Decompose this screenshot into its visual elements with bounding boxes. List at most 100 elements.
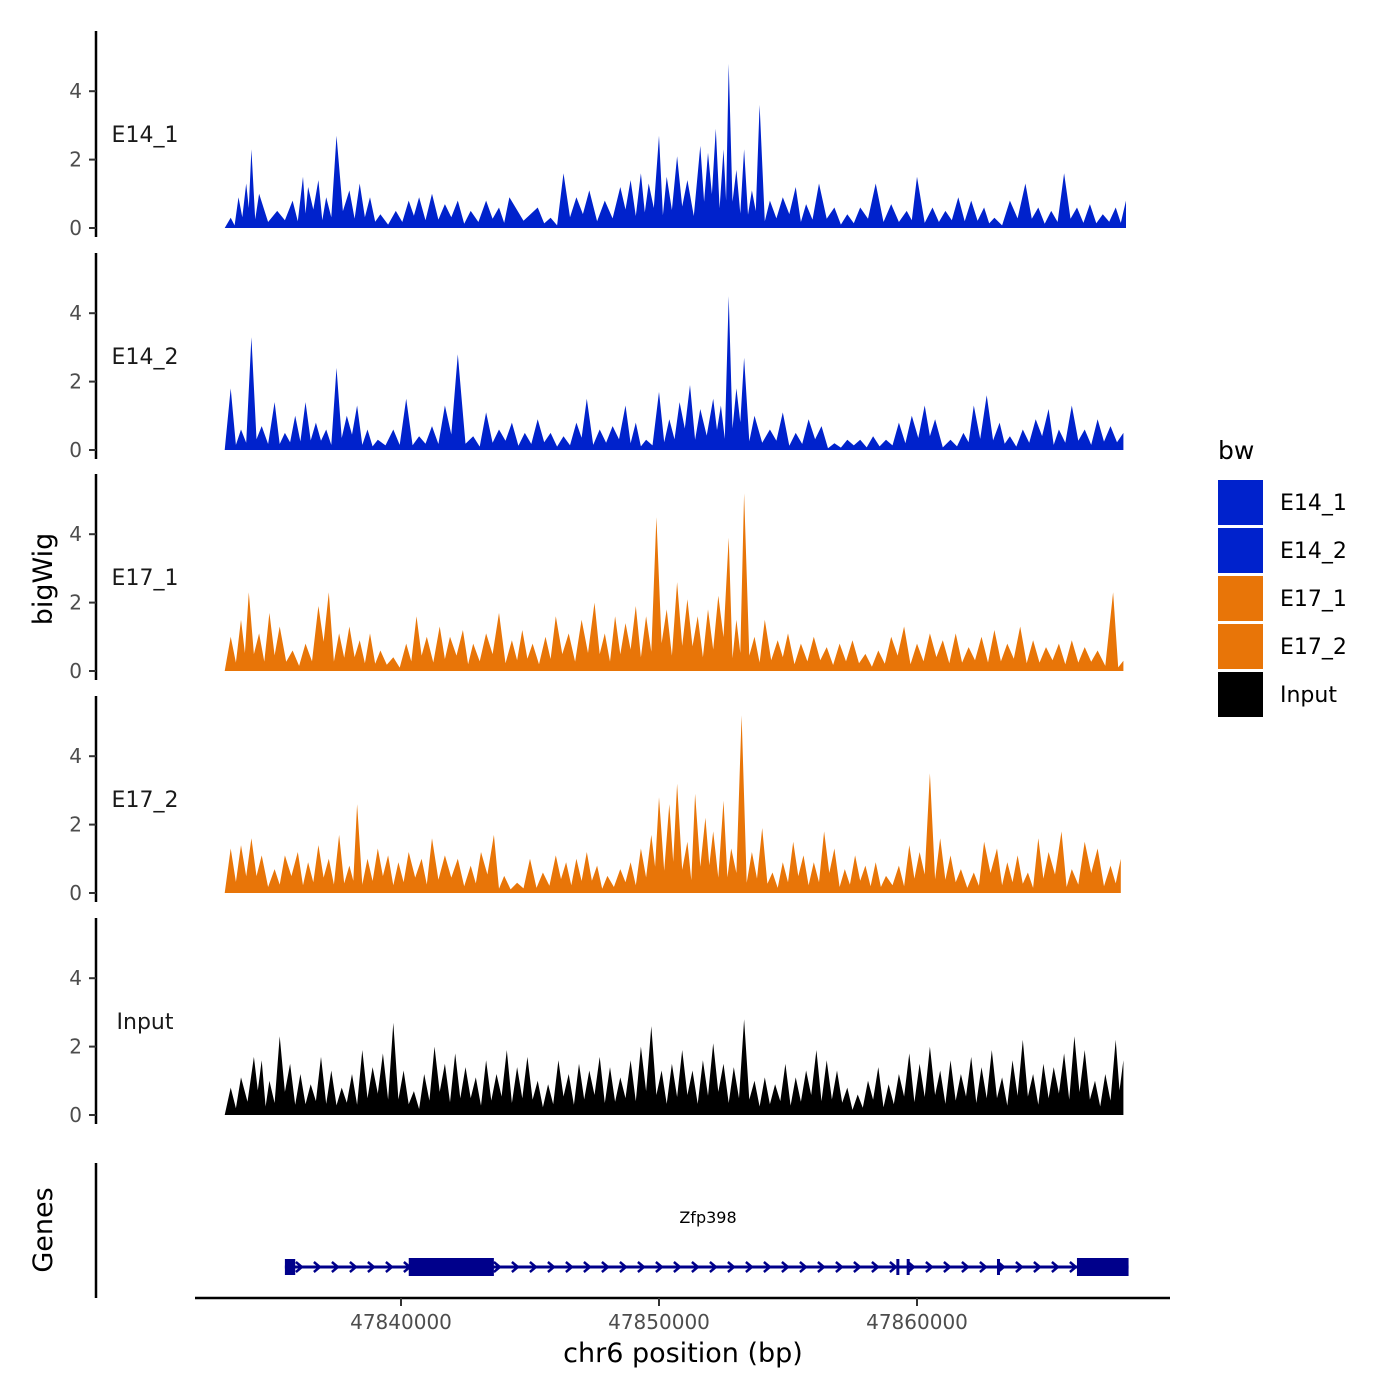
track-e14-1: 0 2 4 E14_1 <box>69 31 1126 240</box>
x-tick-label: 47840000 <box>350 1310 452 1334</box>
legend-swatch <box>1218 624 1263 669</box>
strand-arrow <box>511 1261 520 1273</box>
strand-arrow <box>655 1261 664 1273</box>
strand-arrow <box>709 1261 718 1273</box>
strand-arrow <box>961 1261 970 1273</box>
strand-arrow <box>331 1261 340 1273</box>
legend-items: E14_1 E14_2 E17_1 E17_2 Input <box>1218 480 1347 717</box>
y-tick-label: 4 <box>69 301 82 325</box>
signal-tracks: 0 2 4 E14_1 0 2 4 E14_2 0 2 4 E17_1 0 2 4 E17_2 0 2 4 Input <box>69 31 1126 1127</box>
x-axis: 47840000 47850000 47860000 chr6 position (… <box>195 1296 1170 1369</box>
strand-arrow <box>349 1261 358 1273</box>
signal-area-e17-2 <box>224 715 1121 893</box>
strand-arrow <box>1015 1261 1024 1273</box>
gene-exon <box>996 1259 1000 1275</box>
strand-arrow <box>547 1261 556 1273</box>
strand-arrow <box>1069 1261 1078 1273</box>
strand-arrow <box>799 1261 808 1273</box>
strand-arrow <box>1033 1261 1042 1273</box>
strand-arrow <box>781 1261 790 1273</box>
gene-exon <box>1076 1258 1129 1276</box>
legend-label: Input <box>1280 683 1337 708</box>
track-label: E14_1 <box>112 123 179 148</box>
gene-exon <box>408 1258 494 1276</box>
strand-arrow <box>529 1261 538 1273</box>
x-tick-label: 47860000 <box>866 1310 968 1334</box>
y-tick-label: 2 <box>69 1035 82 1059</box>
strand-arrow <box>493 1261 502 1273</box>
track-label: E14_2 <box>112 345 179 370</box>
y-tick-label: 0 <box>69 659 82 683</box>
strand-arrow <box>295 1261 304 1273</box>
y-tick-label: 0 <box>69 438 82 462</box>
strand-arrow <box>1051 1261 1060 1273</box>
legend-swatch <box>1218 576 1263 621</box>
strand-arrow <box>367 1261 376 1273</box>
y-tick-label: 0 <box>69 881 82 905</box>
track-e17-2: 0 2 4 E17_2 <box>69 696 1121 905</box>
strand-arrow <box>853 1261 862 1273</box>
track-label: Input <box>117 1010 174 1035</box>
strand-arrow <box>763 1261 772 1273</box>
legend: bw E14_1 E14_2 E17_1 E17_2 Input <box>1218 436 1347 717</box>
strand-arrow <box>583 1261 592 1273</box>
legend-swatch <box>1218 528 1263 573</box>
strand-arrow <box>925 1261 934 1273</box>
track-e14-2: 0 2 4 E14_2 <box>69 253 1124 462</box>
gene-exon <box>284 1259 296 1275</box>
strand-arrow <box>745 1261 754 1273</box>
y-tick-label: 4 <box>69 522 82 546</box>
strand-arrow <box>673 1261 682 1273</box>
y-tick-label: 4 <box>69 744 82 768</box>
strand-arrow <box>619 1261 628 1273</box>
strand-arrow <box>979 1261 988 1273</box>
strand-arrow <box>385 1261 394 1273</box>
y-tick-label: 4 <box>69 79 82 103</box>
y-axis-title: bigWig <box>28 533 59 626</box>
strand-arrow <box>889 1261 898 1273</box>
genes-track-title: Genes <box>28 1187 59 1272</box>
legend-swatch <box>1218 672 1263 717</box>
strand-arrow <box>817 1261 826 1273</box>
x-tick-label: 47850000 <box>608 1310 710 1334</box>
strand-arrow <box>691 1261 700 1273</box>
gene-exon <box>896 1259 900 1275</box>
track-e17-1: 0 2 4 E17_1 <box>69 474 1124 683</box>
signal-area-e14-2 <box>224 296 1124 450</box>
strand-arrow <box>835 1261 844 1273</box>
gene-name-label: Zfp398 <box>679 1208 736 1227</box>
y-tick-label: 2 <box>69 148 82 172</box>
track-label: E17_2 <box>112 788 179 813</box>
strand-arrow <box>601 1261 610 1273</box>
strand-arrow <box>943 1261 952 1273</box>
x-ticks: 47840000 47850000 47860000 <box>350 1298 968 1334</box>
legend-label: E14_2 <box>1280 539 1347 564</box>
gene-model <box>284 1258 1129 1276</box>
legend-label: E14_1 <box>1280 491 1347 516</box>
y-tick-label: 0 <box>69 216 82 240</box>
signal-area-e14-1 <box>224 63 1126 228</box>
genes-track: Genes Zfp398 <box>28 1163 1129 1298</box>
track-input: 0 2 4 Input <box>69 918 1124 1127</box>
y-tick-label: 2 <box>69 813 82 837</box>
signal-area-e17-1 <box>224 493 1124 671</box>
legend-title: bw <box>1218 436 1254 465</box>
signal-area-input <box>224 1019 1124 1115</box>
strand-arrow <box>313 1261 322 1273</box>
gene-exon <box>906 1259 910 1275</box>
track-label: E17_1 <box>112 566 179 591</box>
strand-arrow <box>565 1261 574 1273</box>
legend-swatch <box>1218 480 1263 525</box>
strand-arrow <box>871 1261 880 1273</box>
legend-label: E17_1 <box>1280 587 1347 612</box>
y-tick-label: 4 <box>69 966 82 990</box>
y-tick-label: 2 <box>69 370 82 394</box>
y-tick-label: 2 <box>69 591 82 615</box>
x-axis-title: chr6 position (bp) <box>563 1338 803 1369</box>
y-tick-label: 0 <box>69 1103 82 1127</box>
strand-arrow <box>727 1261 736 1273</box>
strand-arrow <box>907 1261 916 1273</box>
legend-label: E17_2 <box>1280 635 1347 660</box>
strand-arrow <box>637 1261 646 1273</box>
